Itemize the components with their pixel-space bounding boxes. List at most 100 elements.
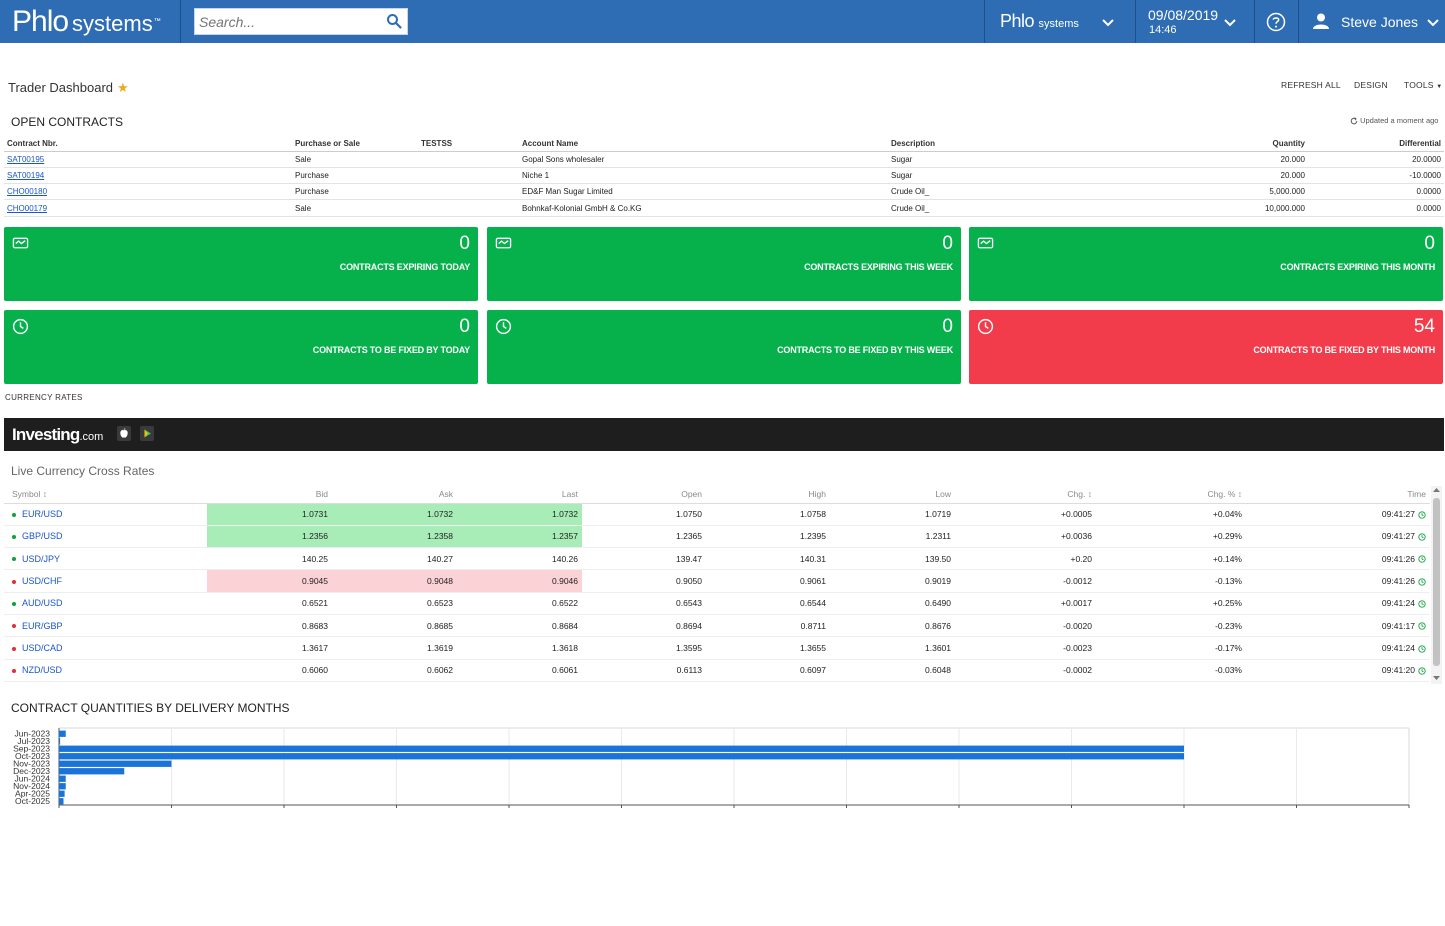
bid-value: 0.9045 [207, 569, 332, 593]
tools-menu-button[interactable]: TOOLS ▼ [1404, 80, 1443, 90]
time-cell: 09:41:27 [1246, 525, 1430, 549]
currency-symbol[interactable]: AUD/USD [22, 598, 63, 609]
play-store-icon [144, 429, 151, 438]
bid-value: 0.6521 [207, 592, 332, 615]
design-button[interactable]: DESIGN [1354, 80, 1388, 90]
date-selector[interactable]: 09/08/2019 14:46 [1136, 0, 1254, 43]
table-cell: Gopal Sons wholesaler [519, 151, 888, 168]
favorite-star-icon[interactable]: ★ [117, 80, 129, 95]
column-header: Low [830, 486, 955, 504]
table-row[interactable]: CHO00179 Sale Bohnkaf-Kolonial GmbH & Co… [4, 199, 1444, 217]
tile-contracts-expiring-this-week[interactable]: 0 CONTRACTS EXPIRING THIS WEEK [487, 227, 961, 301]
currency-row[interactable]: AUD/USD 0.6521 0.6523 0.6522 0.6543 0.6544 0.6… [4, 592, 1430, 615]
ask-value: 140.27 [332, 547, 457, 571]
currency-symbol-link[interactable]: AUD/USD [4, 592, 207, 615]
time-value: 09:41:17 [1381, 620, 1415, 631]
column-header[interactable]: Chg. % ↕ [1096, 486, 1246, 504]
tile-contracts-expiring-this-month[interactable]: 0 CONTRACTS EXPIRING THIS MONTH [969, 227, 1443, 301]
column-header[interactable]: Differential [1308, 137, 1444, 152]
change-value: -0.0020 [955, 614, 1096, 638]
currency-symbol[interactable]: EUR/USD [22, 509, 63, 520]
column-header[interactable]: Account Name [519, 137, 888, 152]
column-header[interactable]: Symbol ↕ [4, 486, 207, 504]
low-value: 0.9019 [830, 569, 955, 593]
currency-symbol-link[interactable]: USD/CHF [4, 569, 207, 593]
refresh-all-button[interactable]: REFRESH ALL [1281, 80, 1341, 90]
currency-row[interactable]: NZD/USD 0.6060 0.6062 0.6061 0.6113 0.6097 0.6… [4, 659, 1430, 682]
column-header[interactable]: TESTSS [418, 137, 519, 152]
table-cell [418, 151, 519, 168]
bid-value: 1.3617 [207, 636, 332, 660]
table-cell: Sale [292, 199, 418, 217]
currency-row[interactable]: USD/CAD 1.3617 1.3619 1.3618 1.3595 1.3655 1.3… [4, 636, 1430, 660]
contract-link[interactable]: CHO00180 [7, 187, 48, 197]
column-header[interactable]: Chg. ↕ [955, 486, 1096, 504]
contract-link[interactable]: SAT00195 [7, 154, 45, 164]
bid-value: 0.6060 [207, 659, 332, 682]
column-header: Ask [332, 486, 457, 504]
currency-row[interactable]: USD/CHF 0.9045 0.9048 0.9046 0.9050 0.9061 0.9… [4, 569, 1430, 593]
tile-contracts-to-be-fixed-today[interactable]: 0 CONTRACTS TO BE FIXED BY TODAY [4, 310, 478, 384]
change-value: +0.20 [955, 547, 1096, 571]
tile-contracts-to-be-fixed-this-week[interactable]: 0 CONTRACTS TO BE FIXED BY THIS WEEK [487, 310, 961, 384]
currency-symbol-link[interactable]: GBP/USD [4, 525, 207, 549]
investing-logo[interactable]: Investing.com [12, 425, 104, 444]
column-header[interactable]: Contract Nbr. [4, 137, 292, 152]
currency-symbol[interactable]: USD/JPY [22, 553, 61, 564]
search-icon[interactable] [386, 13, 402, 29]
tile-value: 54 [1413, 316, 1435, 337]
scroll-up-icon[interactable] [1433, 487, 1440, 493]
currency-row[interactable]: EUR/USD 1.0731 1.0732 1.0732 1.0750 1.0758 1.0… [4, 503, 1430, 526]
current-time: 14:46 [1149, 24, 1177, 36]
currency-symbol[interactable]: USD/CAD [22, 642, 63, 653]
app-logo[interactable]: Phlo systems™ [12, 5, 161, 38]
tile-contracts-expiring-today[interactable]: 0 CONTRACTS EXPIRING TODAY [4, 227, 478, 301]
table-row[interactable]: SAT00194 Purchase Niche 1 Sugar 20.000 -… [4, 167, 1444, 185]
column-header[interactable]: Description [888, 137, 1168, 152]
investing-widget-header: Investing.com [4, 418, 1444, 451]
high-value: 1.0758 [706, 503, 830, 526]
column-header[interactable]: Purchase or Sale [292, 137, 418, 152]
scroll-down-icon[interactable] [1433, 675, 1440, 681]
currency-symbol[interactable]: GBP/USD [22, 531, 63, 542]
currency-symbol-link[interactable]: EUR/GBP [4, 614, 207, 638]
currency-row[interactable]: EUR/GBP 0.8683 0.8685 0.8684 0.8694 0.8711 0.8… [4, 614, 1430, 638]
search-input[interactable] [199, 12, 379, 31]
apple-store-button[interactable] [117, 426, 131, 441]
change-percent-value: +0.25% [1096, 592, 1246, 615]
contract-link[interactable]: CHO00179 [7, 203, 48, 213]
currency-symbol[interactable]: EUR/GBP [22, 620, 63, 631]
contract-link[interactable]: SAT00194 [7, 170, 45, 180]
currency-row[interactable]: USD/JPY 140.25 140.27 140.26 139.47 140.31 139… [4, 547, 1430, 571]
table-cell: Crude Oil_ [888, 183, 1168, 201]
currency-symbol-link[interactable]: USD/CAD [4, 636, 207, 660]
handshake-icon [495, 237, 512, 249]
tile-contracts-to-be-fixed-this-month[interactable]: 54 CONTRACTS TO BE FIXED BY THIS MONTH [969, 310, 1443, 384]
currency-symbol[interactable]: USD/CHF [22, 576, 62, 587]
trend-indicator-icon [12, 624, 16, 629]
rates-scrollbar[interactable] [1431, 486, 1442, 684]
currency-symbol-link[interactable]: NZD/USD [4, 659, 207, 682]
search-box[interactable] [194, 8, 408, 35]
user-menu[interactable]: Steve Jones [1300, 0, 1445, 43]
ask-value: 1.0732 [332, 503, 457, 526]
google-play-button[interactable] [140, 426, 154, 441]
chart-category-label: Oct-2025 [15, 796, 50, 806]
help-icon[interactable] [1266, 12, 1286, 32]
table-row[interactable]: SAT00195 Sale Gopal Sons wholesaler Suga… [4, 151, 1444, 168]
scrollbar-thumb[interactable] [1433, 498, 1440, 666]
currency-row[interactable]: GBP/USD 1.2356 1.2358 1.2357 1.2365 1.2395 1.2… [4, 525, 1430, 549]
time-value: 09:41:24 [1381, 642, 1415, 653]
ask-value: 1.3619 [332, 636, 457, 660]
chart-bar [59, 775, 66, 782]
high-value: 0.6097 [706, 659, 830, 682]
column-header[interactable]: Quantity [1168, 137, 1308, 152]
table-row[interactable]: CHO00180 Purchase ED&F Man Sugar Limited… [4, 183, 1444, 201]
chart-category-label: Apr-2025 [15, 788, 50, 798]
company-selector[interactable]: Phlo systems [985, 0, 1135, 43]
ask-value: 1.2358 [332, 525, 457, 549]
currency-symbol-link[interactable]: EUR/USD [4, 503, 207, 526]
currency-symbol[interactable]: NZD/USD [22, 665, 62, 676]
table-cell: 20.0000 [1308, 151, 1444, 168]
currency-symbol-link[interactable]: USD/JPY [4, 547, 207, 571]
